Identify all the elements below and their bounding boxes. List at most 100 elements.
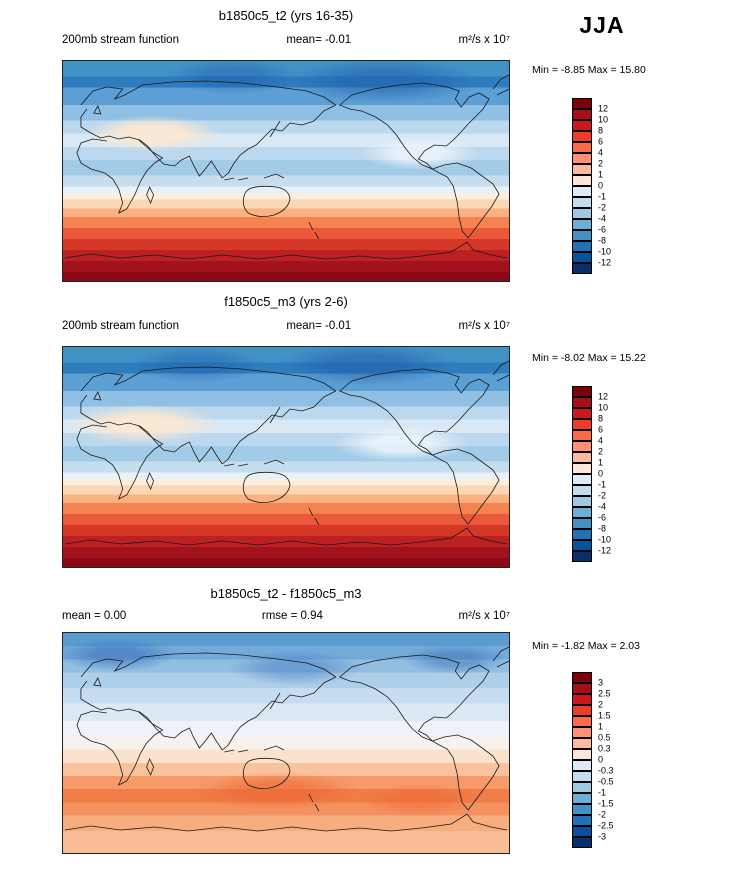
colorbar-cell (572, 804, 592, 815)
colorbar-tick-label: 0 (598, 754, 604, 765)
colorbar-cell (572, 672, 592, 683)
panel3-title: b1850c5_t2 - f1850c5_m3 (210, 586, 362, 601)
colorbar-tick-label: 12 (598, 391, 609, 402)
colorbar-cell (572, 837, 592, 848)
colorbar-cell (572, 241, 592, 252)
colorbar-cell (572, 142, 592, 153)
panel3-mean-value: mean = 0.00 (62, 610, 127, 622)
colorbar-tick-label: -1 (598, 479, 607, 490)
colorbar-cell (572, 109, 592, 120)
panel1-coastlines (64, 74, 509, 260)
colorbar-tick-label: 0.5 (598, 732, 611, 743)
panel3-coastlines (64, 646, 509, 832)
colorbar-cell (572, 397, 592, 408)
season-label: JJA (579, 12, 625, 38)
colorbar-cell (572, 452, 592, 463)
colorbar-cell (572, 186, 592, 197)
colorbar-tick-label: 6 (598, 424, 604, 435)
colorbar-cell (572, 782, 592, 793)
colorbar-tick-label: 8 (598, 125, 604, 136)
panel2-title: f1850c5_m3 (yrs 2-6) (224, 294, 348, 309)
colorbar-cell (572, 252, 592, 263)
panel1-mean-value: mean= -0.01 (286, 34, 352, 46)
colorbar-tick-label: 2.5 (598, 688, 611, 699)
colorbar-cell (572, 219, 592, 230)
colorbar-tick-label: 1 (598, 169, 604, 180)
colorbar-cell (572, 230, 592, 241)
panel2-mean-value: mean= -0.01 (286, 320, 352, 332)
colorbar-cell (572, 540, 592, 551)
colorbar-cell (572, 815, 592, 826)
colorbar-tick-label: -2 (598, 809, 607, 820)
colorbar-tick-label: -0.3 (598, 765, 614, 776)
colorbar-cell (572, 153, 592, 164)
colorbar-cell (572, 507, 592, 518)
colorbar-cell (572, 419, 592, 430)
colorbar-tick-label: -1 (598, 787, 607, 798)
colorbar-cell (572, 771, 592, 782)
panel1-minmax: Min = -8.85 Max = 15.80 (532, 64, 646, 76)
colorbar-tick-label: 10 (598, 114, 609, 125)
colorbar-tick-label: 1 (598, 457, 604, 468)
colorbar-cell (572, 164, 592, 175)
colorbar-tick-label: -4 (598, 501, 607, 512)
panel3-subtitle-row: mean = 0.00 rmse = 0.94 m²/s x 10⁷ (62, 610, 510, 622)
panel1-units-label: m²/s x 10⁷ (458, 34, 510, 46)
colorbar-cell (572, 197, 592, 208)
panel3-units-label: m²/s x 10⁷ (458, 610, 510, 622)
colorbar-tick-label: -10 (598, 534, 612, 545)
colorbar-cell (572, 683, 592, 694)
colorbar-cell (572, 474, 592, 485)
colorbar-cell (572, 485, 592, 496)
colorbar-tick-label: 0 (598, 468, 604, 479)
panel2-coastlines (64, 360, 509, 546)
colorbar-cell (572, 518, 592, 529)
colorbar-cell (572, 98, 592, 109)
colorbar-tick-label: 0.3 (598, 743, 611, 754)
panel1-subtitle-row: 200mb stream function mean= -0.01 m²/s x… (62, 34, 510, 46)
colorbar-tick-label: 3 (598, 677, 604, 688)
colorbar-cell (572, 208, 592, 219)
colorbar-tick-label: -12 (598, 545, 612, 556)
colorbar-tick-label: -3 (598, 831, 607, 842)
colorbar-tick-label: 10 (598, 402, 609, 413)
colorbar-cell (572, 716, 592, 727)
colorbar-cell (572, 120, 592, 131)
colorbar-tick-label: -2.5 (598, 820, 614, 831)
colorbar-tick-label: 8 (598, 413, 604, 424)
panel2-field-label: 200mb stream function (62, 320, 179, 332)
colorbar-cell (572, 705, 592, 716)
colorbar-cell (572, 463, 592, 474)
panel3-minmax: Min = -1.82 Max = 2.03 (532, 640, 640, 652)
colorbar-tick-label: 4 (598, 435, 604, 446)
colorbar-tick-label: 12 (598, 103, 609, 114)
panel1-map (62, 60, 510, 282)
colorbar-tick-label: 6 (598, 136, 604, 147)
colorbar-tick-label: 1 (598, 721, 604, 732)
panel2-units-label: m²/s x 10⁷ (458, 320, 510, 332)
colorbar-cell (572, 263, 592, 274)
colorbar-tick-label: 2 (598, 446, 604, 457)
panel1-title: b1850c5_t2 (yrs 16-35) (218, 8, 354, 23)
colorbar-tick-label: 2 (598, 158, 604, 169)
colorbar-tick-label: -1.5 (598, 798, 614, 809)
colorbar-cell (572, 131, 592, 142)
colorbar-cell (572, 496, 592, 507)
panel3-colorbar: 3 2.5 2 1.5 1 0.5 0.3 0 -0.3 -0.5 -1 -1.5 -2 -2.5 -3 (572, 672, 614, 848)
colorbar-tick-label: -2 (598, 490, 607, 501)
colorbar-tick-label: -6 (598, 512, 607, 523)
colorbar-cell (572, 551, 592, 562)
colorbar-tick-label: 4 (598, 147, 604, 158)
colorbar-tick-label: -12 (598, 257, 612, 268)
colorbar-cell (572, 175, 592, 186)
colorbar-tick-label: -1 (598, 191, 607, 202)
colorbar-tick-label: -0.5 (598, 776, 614, 787)
colorbar-cell (572, 749, 592, 760)
colorbar-tick-label: -10 (598, 246, 612, 257)
panel2-map (62, 346, 510, 568)
colorbar-cell (572, 386, 592, 397)
colorbar-cell (572, 738, 592, 749)
colorbar-cell (572, 441, 592, 452)
colorbar-cell (572, 793, 592, 804)
colorbar-tick-label: -4 (598, 213, 607, 224)
